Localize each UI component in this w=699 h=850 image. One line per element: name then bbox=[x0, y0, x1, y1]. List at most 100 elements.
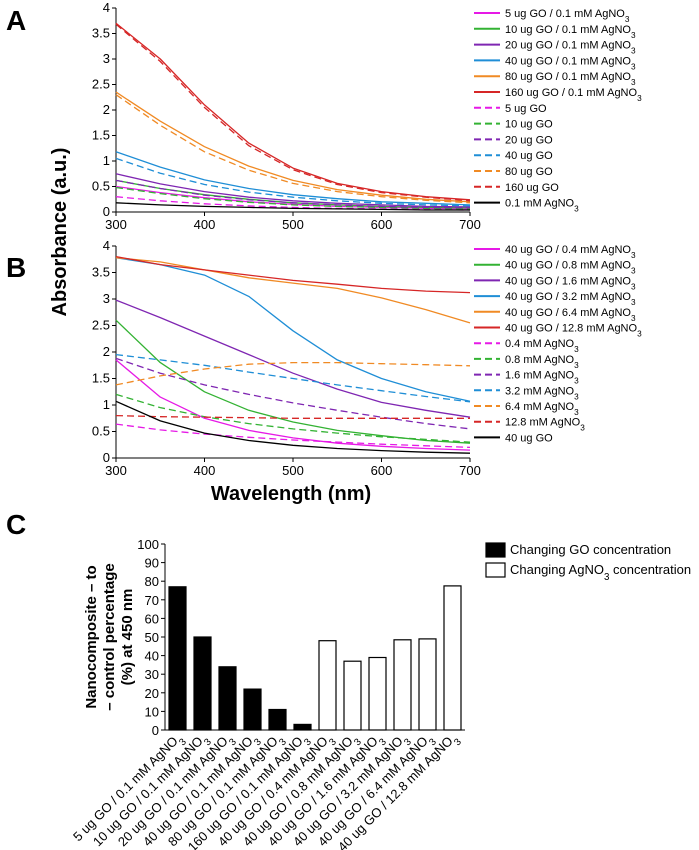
y-tick-label: 2.5 bbox=[92, 77, 110, 92]
x-tick-label: 400 bbox=[194, 217, 216, 232]
y-tick-label: 0 bbox=[103, 450, 110, 465]
series-line bbox=[115, 359, 471, 451]
series-line bbox=[115, 23, 471, 202]
series-line bbox=[115, 91, 471, 203]
bar bbox=[243, 688, 262, 731]
series-line bbox=[115, 400, 471, 454]
legend-label: 40 ug GO / 6.4 mM AgNO3 bbox=[505, 307, 636, 323]
bar bbox=[418, 638, 437, 731]
x-tick-label: 400 bbox=[194, 463, 216, 478]
y-tick-label: 0 bbox=[103, 204, 110, 219]
bar bbox=[318, 640, 337, 731]
legend-label: 0.1 mM AgNO3 bbox=[505, 198, 579, 214]
legend-label: 1.6 mM AgNO3 bbox=[505, 370, 579, 386]
series-line bbox=[115, 255, 471, 294]
legend-label: 40 ug GO / 0.1 mM AgNO3 bbox=[505, 55, 636, 71]
bar bbox=[218, 666, 237, 731]
y-tick-label: 2 bbox=[103, 102, 110, 117]
series-line bbox=[115, 94, 471, 204]
x-tick-label: 700 bbox=[459, 463, 481, 478]
y-tick-label: 2.5 bbox=[92, 318, 110, 333]
legend-label: 0.8 mM AgNO3 bbox=[505, 354, 579, 370]
panel-label-c: C bbox=[6, 509, 26, 540]
legend-label: 20 ug GO bbox=[505, 134, 553, 146]
chart-panel-b: 300 400 500 600 700 0 0.5 1 1.5 2 2.5 3 3.5 4 40 ug GO… bbox=[92, 238, 642, 478]
series-line bbox=[115, 353, 471, 403]
x-tick-label: 300 bbox=[105, 217, 127, 232]
legend-label: 10 ug GO bbox=[505, 119, 553, 131]
y-tick-label: 0.5 bbox=[92, 179, 110, 194]
x-tick-label: 600 bbox=[371, 463, 393, 478]
y-tick-label: 90 bbox=[145, 556, 159, 571]
legend-label: Changing GO concentration bbox=[510, 542, 671, 557]
y-tick-label: 40 bbox=[145, 649, 159, 664]
y-tick-label: 1.5 bbox=[92, 128, 110, 143]
legend-swatch bbox=[485, 542, 506, 558]
series-line bbox=[115, 299, 471, 418]
series-line bbox=[115, 319, 471, 444]
series-line bbox=[115, 414, 470, 419]
legend-label: 40 ug GO / 3.2 mM AgNO3 bbox=[505, 291, 636, 307]
series-line bbox=[115, 179, 471, 209]
y-tick-label: 3 bbox=[103, 291, 110, 306]
series-line bbox=[115, 157, 471, 207]
series-line bbox=[115, 393, 471, 443]
y-tick-label: 60 bbox=[145, 611, 159, 626]
legend-label: 5 ug GO bbox=[505, 103, 547, 115]
y-axis-title-ab: Absorbance (a.u.) bbox=[49, 148, 71, 317]
legend-label: 12.8 mM AgNO3 bbox=[505, 417, 585, 433]
y-axis-title-line: Nanocomposite – to bbox=[83, 565, 100, 708]
series-line bbox=[115, 257, 471, 402]
series-line bbox=[115, 22, 471, 201]
y-tick-label: 0 bbox=[152, 723, 159, 738]
bar bbox=[393, 639, 412, 731]
y-tick-label: 3.5 bbox=[92, 265, 110, 280]
y-tick-label: 1 bbox=[103, 397, 110, 412]
y-tick-label: 1.5 bbox=[92, 371, 110, 386]
legend-label: 40 ug GO bbox=[505, 432, 553, 444]
legend-label: 80 ug GO bbox=[505, 166, 553, 178]
legend-label: 40 ug GO / 1.6 mM AgNO3 bbox=[505, 275, 636, 291]
x-tick-label: 500 bbox=[282, 463, 304, 478]
legend-label: 160 ug GO / 0.1 mM AgNO3 bbox=[505, 87, 642, 103]
series-line bbox=[115, 196, 471, 211]
x-tick-label: 700 bbox=[459, 217, 481, 232]
x-tick-label: 500 bbox=[282, 217, 304, 232]
bar bbox=[268, 708, 287, 731]
legend-label: 5 ug GO / 0.1 mM AgNO3 bbox=[505, 8, 630, 24]
legend-label: 160 ug GO bbox=[505, 182, 559, 194]
series-line bbox=[115, 257, 471, 324]
series-line bbox=[115, 202, 470, 211]
panel-label-a: A bbox=[6, 5, 26, 36]
legend-label: 3.2 mM AgNO3 bbox=[505, 385, 579, 401]
y-tick-label: 4 bbox=[103, 238, 110, 253]
series-line bbox=[115, 361, 471, 386]
legend-label: 40 ug GO bbox=[505, 150, 553, 162]
legend-label: 10 ug GO / 0.1 mM AgNO3 bbox=[505, 24, 636, 40]
y-tick-label: 50 bbox=[145, 630, 159, 645]
y-tick-label: 4 bbox=[103, 0, 110, 15]
y-axis-title-line: (%) at 450 nm bbox=[119, 589, 136, 686]
series-line bbox=[115, 357, 471, 430]
series-line bbox=[115, 173, 471, 208]
series-line bbox=[115, 423, 471, 449]
legend-label: 40 ug GO / 0.4 mM AgNO3 bbox=[505, 244, 636, 260]
bar bbox=[443, 585, 462, 731]
legend-swatch bbox=[485, 562, 506, 578]
legend-label: 0.4 mM AgNO3 bbox=[505, 338, 579, 354]
y-tick-label: 3 bbox=[103, 51, 110, 66]
bar bbox=[293, 723, 312, 731]
legend-label: 20 ug GO / 0.1 mM AgNO3 bbox=[505, 40, 636, 56]
y-tick-label: 70 bbox=[145, 593, 159, 608]
bar bbox=[168, 586, 187, 731]
y-tick-label: 3.5 bbox=[92, 26, 110, 41]
panel-label-b: B bbox=[6, 252, 26, 283]
y-tick-label: 80 bbox=[145, 574, 159, 589]
x-tick-label: 600 bbox=[371, 217, 393, 232]
series-line bbox=[115, 186, 471, 210]
legend-label: 80 ug GO / 0.1 mM AgNO3 bbox=[505, 71, 636, 87]
y-tick-label: 1 bbox=[103, 153, 110, 168]
x-tick-label: 300 bbox=[105, 463, 127, 478]
y-tick-label: 10 bbox=[145, 704, 159, 719]
